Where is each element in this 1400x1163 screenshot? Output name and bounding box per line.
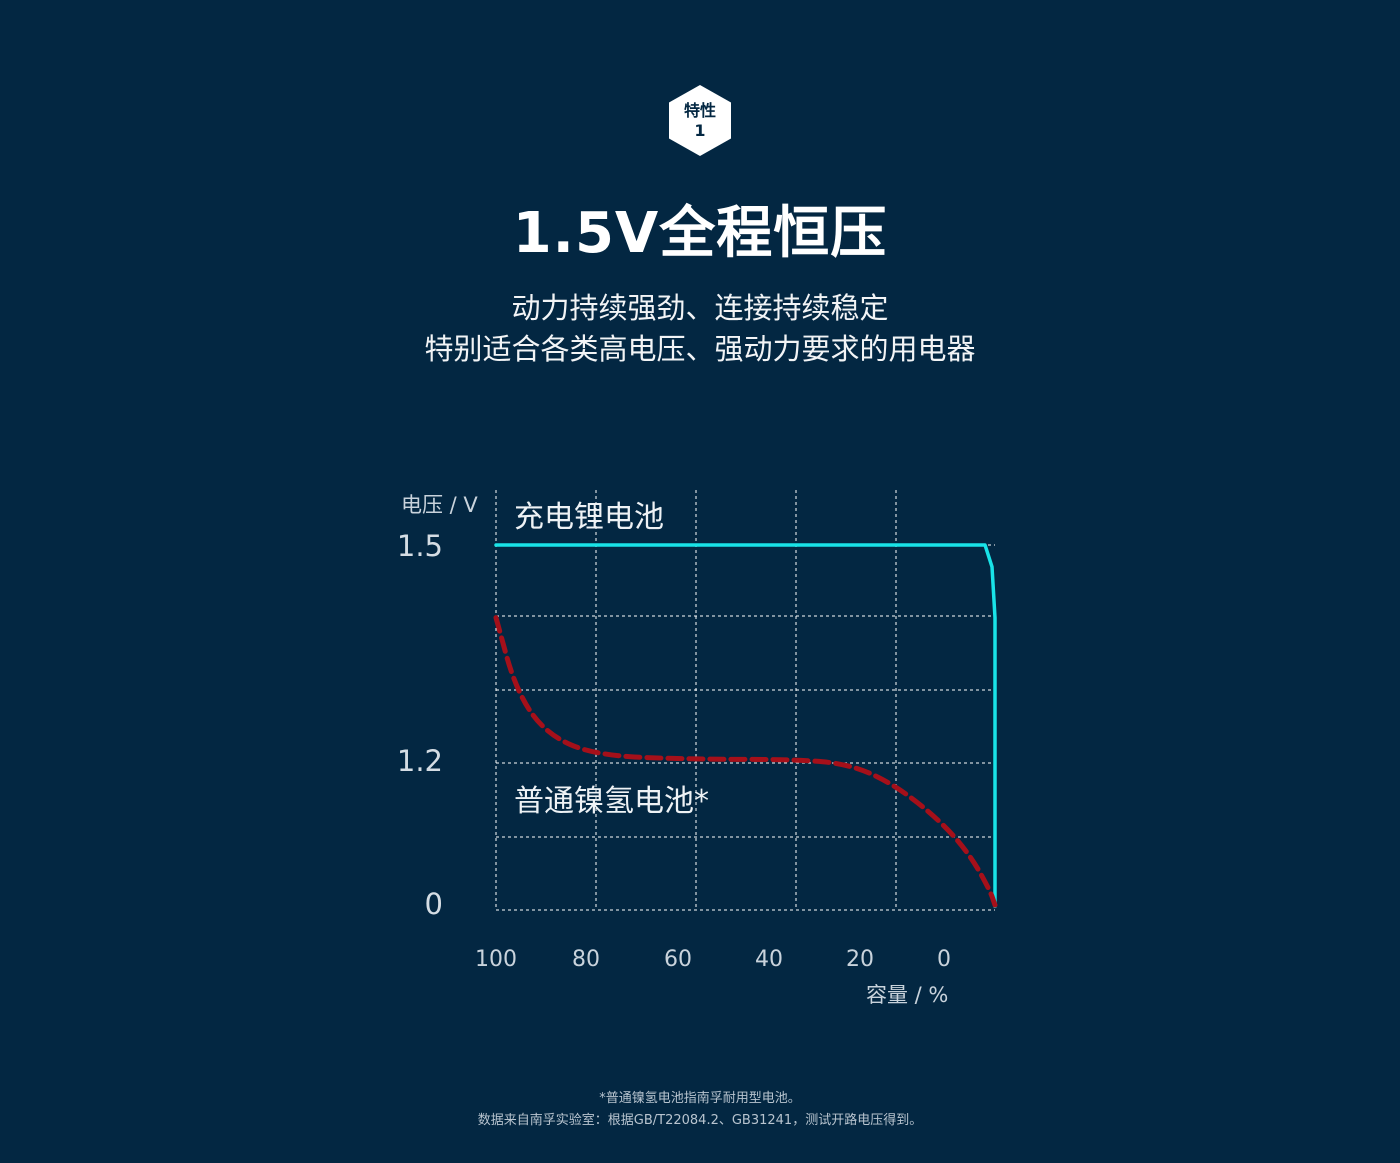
x-tick-label: 20 xyxy=(846,947,874,972)
x-axis-label: 容量 / % xyxy=(866,983,948,1007)
x-tick-label: 80 xyxy=(572,947,600,972)
nimh-battery-line xyxy=(493,615,998,908)
y-tick-label: 1.2 xyxy=(397,744,443,778)
chart-grid xyxy=(495,490,995,911)
y-tick-label: 1.5 xyxy=(397,529,443,563)
lithium-battery-line xyxy=(494,543,997,909)
x-tick-label: 40 xyxy=(755,947,783,972)
badge-number: 1 xyxy=(694,121,706,140)
footnote-line-1: *普通镍氢电池指南孚耐用型电池。 xyxy=(599,1091,801,1106)
y-axis-label: 电压 / V xyxy=(401,493,478,517)
hexagon-badge-icon xyxy=(669,85,731,156)
y-tick-label: 0 xyxy=(425,887,443,921)
series-label-lithium: 充电锂电池 xyxy=(514,500,664,535)
feature-badge: 特性 1 xyxy=(669,101,731,141)
badge-label: 特性 xyxy=(683,101,716,120)
subtitle-line-2: 特别适合各类高电压、强动力要求的用电器 xyxy=(424,332,976,366)
page-title: 1.5V全程恒压 xyxy=(512,201,888,266)
series-label-nimh: 普通镍氢电池* xyxy=(514,784,709,819)
x-tick-label: 60 xyxy=(664,947,692,972)
footnote-line-2: 数据来自南孚实验室：根据GB/T22084.2、GB31241，测试开路电压得到… xyxy=(477,1113,923,1128)
x-tick-label: 100 xyxy=(475,947,517,972)
x-tick-label: 0 xyxy=(937,947,951,972)
subtitle-line-1: 动力持续强劲、连接持续稳定 xyxy=(511,291,889,325)
